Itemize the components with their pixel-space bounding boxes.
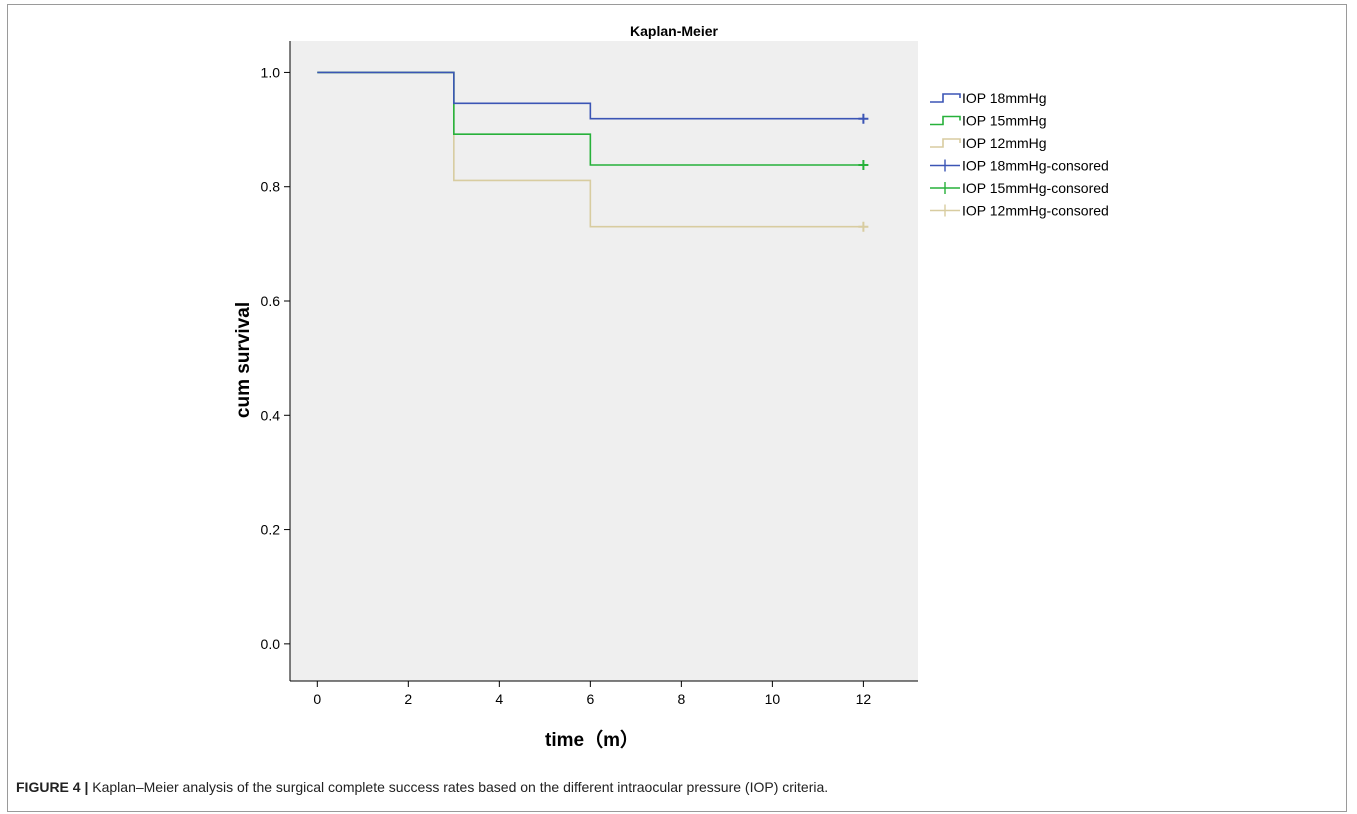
legend: IOP 18mmHg IOP 15mmHg IOP 12mmHg IOP 18mmHg… bbox=[930, 90, 1109, 219]
legend-step-swatch bbox=[930, 138, 961, 148]
legend-censor-swatch bbox=[930, 182, 960, 194]
legend-label: IOP 12mmHg-consored bbox=[962, 203, 1109, 219]
y-tick-label: 0.8 bbox=[261, 179, 281, 195]
y-tick-label: 0.0 bbox=[261, 636, 281, 652]
series-line bbox=[317, 71, 864, 120]
caption-text: Kaplan–Meier analysis of the surgical co… bbox=[88, 779, 829, 795]
x-tick-label: 8 bbox=[677, 691, 685, 707]
x-tick-label: 0 bbox=[313, 691, 321, 707]
x-ticks: 0 2 4 6 8 10 12 bbox=[313, 681, 871, 707]
censor-marks bbox=[858, 113, 869, 232]
x-axis-label: time（m） bbox=[545, 728, 639, 751]
series-lines bbox=[317, 71, 864, 228]
figure-frame bbox=[7, 4, 1347, 812]
legend-label: IOP 12mmHg bbox=[962, 135, 1047, 151]
legend-step-swatch bbox=[930, 93, 961, 103]
legend-label: IOP 18mmHg bbox=[962, 90, 1047, 106]
censor-mark bbox=[858, 160, 869, 170]
chart-title: Kaplan-Meier bbox=[630, 23, 718, 39]
caption-label: FIGURE 4 | bbox=[16, 779, 89, 795]
x-tick-label: 2 bbox=[404, 691, 412, 707]
x-tick-label: 10 bbox=[765, 691, 781, 707]
figure-caption: FIGURE 4 | Kaplan–Meier analysis of the … bbox=[16, 779, 828, 795]
y-tick-label: 0.2 bbox=[261, 522, 281, 538]
x-tick-label: 4 bbox=[495, 691, 503, 707]
legend-label: IOP 15mmHg bbox=[962, 113, 1047, 129]
plot-area bbox=[290, 41, 918, 681]
censor-mark bbox=[858, 113, 869, 124]
y-tick-label: 0.6 bbox=[261, 293, 281, 309]
legend-step-swatch bbox=[930, 115, 961, 126]
censor-mark bbox=[858, 221, 869, 232]
x-tick-label: 12 bbox=[856, 691, 872, 707]
legend-label: IOP 18mmHg-consored bbox=[962, 158, 1109, 174]
x-tick-label: 6 bbox=[586, 691, 594, 707]
legend-censor-swatch bbox=[930, 159, 960, 172]
kaplan-meier-chart: Kaplan-Meier 0.0 0.2 0.4 0.6 0.8 1.0 0 2 4 6 8 10 1… bbox=[233, 23, 1109, 751]
y-tick-label: 1.0 bbox=[261, 64, 281, 80]
y-ticks: 0.0 0.2 0.4 0.6 0.8 1.0 bbox=[261, 64, 290, 652]
y-tick-label: 0.4 bbox=[261, 407, 281, 423]
legend-label: IOP 15mmHg-consored bbox=[962, 180, 1109, 196]
y-axis-label: cum survival bbox=[233, 302, 254, 418]
legend-censor-swatch bbox=[930, 204, 960, 217]
